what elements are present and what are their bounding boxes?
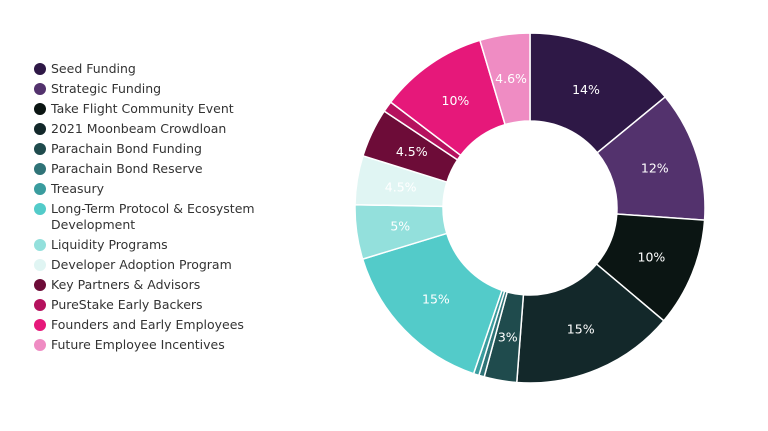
slice-future-employee-incentives[interactable] <box>478 32 531 126</box>
legend-item-purestake-early-backers[interactable]: PureStake Early Backers <box>34 297 284 313</box>
slice-2021-moonbeam-crowdloan[interactable] <box>515 263 665 384</box>
legend-label: PureStake Early Backers <box>51 297 203 312</box>
legend-label: Treasury <box>51 181 104 196</box>
legend-item-parachain-bond-reserve[interactable]: Parachain Bond Reserve <box>34 161 284 177</box>
chart-legend: Seed Funding Strategic Funding Take Flight… <box>34 61 284 357</box>
legend-swatch <box>34 143 46 155</box>
legend-item-liquidity-programs[interactable]: Liquidity Programs <box>34 237 284 253</box>
slice-label-2021-moonbeam-crowdloan: 15% <box>567 321 595 336</box>
slice-label-future-employee-incentives: 4.6% <box>495 71 527 86</box>
legend-item-parachain-bond-funding[interactable]: Parachain Bond Funding <box>34 141 284 157</box>
legend-label: Parachain Bond Reserve <box>51 161 203 176</box>
legend-label: Take Flight Community Event <box>51 101 234 116</box>
legend-swatch <box>34 259 46 271</box>
slice-label-seed-funding: 14% <box>572 82 600 97</box>
legend-swatch <box>34 83 46 95</box>
legend-label: Future Employee Incentives <box>51 337 225 352</box>
legend-item-founders-and-early-employees[interactable]: Founders and Early Employees <box>34 317 284 333</box>
legend-item-take-flight-community-event[interactable]: Take Flight Community Event <box>34 101 284 117</box>
legend-label: Strategic Funding <box>51 81 162 96</box>
legend-item-future-employee-incentives[interactable]: Future Employee Incentives <box>34 337 284 353</box>
slice-label-key-partners-and-advisors: 4.5% <box>396 144 428 159</box>
legend-swatch <box>34 163 46 175</box>
legend-label: Liquidity Programs <box>51 237 168 252</box>
legend-label: Long-Term Protocol & Ecosystem Developme… <box>51 201 255 232</box>
legend-item-developer-adoption-program[interactable]: Developer Adoption Program <box>34 257 284 273</box>
slice-label-strategic-funding: 12% <box>641 161 669 176</box>
legend-label: Parachain Bond Funding <box>51 141 202 156</box>
legend-swatch <box>34 279 46 291</box>
legend-swatch <box>34 239 46 251</box>
legend-label: Seed Funding <box>51 61 136 76</box>
legend-item-2021-moonbeam-crowdloan[interactable]: 2021 Moonbeam Crowdloan <box>34 121 284 137</box>
slice-long-term-protocol-and-ecosystem-development[interactable] <box>361 232 503 375</box>
legend-swatch <box>34 203 46 215</box>
legend-swatch <box>34 103 46 115</box>
legend-label: Developer Adoption Program <box>51 257 232 272</box>
donut-labels: 14% 12% 10% 15% 3% 15% 5% 4.5% 4.5% 10% 4.6% <box>385 71 669 345</box>
legend-item-strategic-funding[interactable]: Strategic Funding <box>34 81 284 97</box>
legend-label: Founders and Early Employees <box>51 317 244 332</box>
slice-label-parachain-bond-funding: 3% <box>498 330 518 345</box>
slice-seed-funding[interactable] <box>529 32 667 154</box>
legend-item-key-partners-and-advisors[interactable]: Key Partners & Advisors <box>34 277 284 293</box>
legend-item-seed-funding[interactable]: Seed Funding <box>34 61 284 77</box>
legend-swatch <box>34 183 46 195</box>
legend-swatch <box>34 123 46 135</box>
slice-label-developer-adoption-program: 4.5% <box>385 180 417 195</box>
legend-swatch <box>34 63 46 75</box>
legend-label: Key Partners & Advisors <box>51 277 201 292</box>
legend-swatch <box>34 319 46 331</box>
slice-label-liquidity-programs: 5% <box>390 219 410 234</box>
legend-item-treasury[interactable]: Treasury <box>34 181 284 197</box>
legend-swatch <box>34 339 46 351</box>
legend-label: 2021 Moonbeam Crowdloan <box>51 121 227 136</box>
slice-label-long-term-protocol-and-ecosystem-development: 15% <box>422 292 450 307</box>
slice-label-founders-and-early-employees: 10% <box>442 93 470 108</box>
legend-swatch <box>34 299 46 311</box>
legend-item-long-term-protocol-and-ecosystem-development[interactable]: Long-Term Protocol & Ecosystem Developme… <box>34 201 284 233</box>
slice-label-take-flight-community-event: 10% <box>638 250 666 265</box>
donut-slices <box>354 32 706 384</box>
